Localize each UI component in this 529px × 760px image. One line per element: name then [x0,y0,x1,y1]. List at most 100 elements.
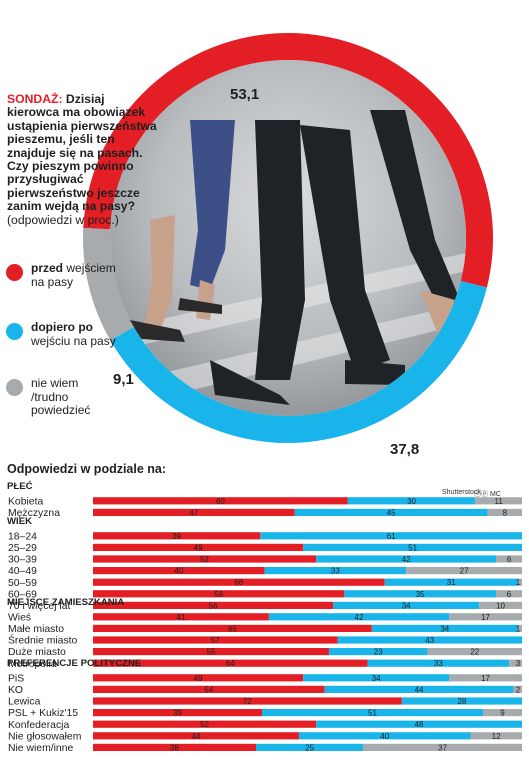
bar-value-label: 57 [211,636,220,645]
bar-row-label: 25–29 [8,543,37,554]
bar-value-label: 68 [234,578,243,587]
bar-segment-przed [93,555,317,563]
bar-value-label: 45 [387,508,396,517]
bar-segment-nie-wiem [427,648,522,656]
bar-segment-przed [93,590,345,598]
bar-value-label: 8 [503,508,508,517]
bar-segment-po [316,720,522,728]
bar-value-label: 1 [516,624,521,633]
bar-segment-po [303,674,450,682]
bar-segment-przed [93,685,325,693]
bar-row-label: Lewica [8,697,41,708]
bar-value-label: 43 [425,636,434,645]
bar-value-label: 51 [368,709,377,718]
bar-segment-po [262,709,483,717]
bar-value-label: 22 [470,648,479,657]
bar-segment-po [256,743,364,751]
copyright-mark: ⓒⓟ MC [474,491,501,498]
bar-group-header: PŁEĆ [7,480,33,492]
bar-segment-przed [93,732,299,740]
bar-value-label: 17 [481,613,490,622]
bar-segment-nie-wiem [475,497,522,505]
bar-segment-nie-wiem [517,578,522,586]
bar-row-label: Nie głosowałem [8,731,81,742]
bar-segment-po [347,497,476,505]
donut-slice-po [110,280,487,444]
bar-segment-nie-wiem [479,601,522,609]
bar-row-label: 70 i więcej lat [8,601,70,612]
bar-segment-po [328,648,428,656]
bar-segment-przed [93,648,329,656]
bar-segment-nie-wiem [513,685,522,693]
legend-item-nie-wiem: nie wiem /trudno powiedzieć [6,376,118,418]
bar-segment-po [294,508,488,516]
bar-value-label: 31 [447,578,456,587]
bar-segment-przed [93,674,304,682]
bar-segment-po [268,613,450,621]
bar-value-label: 48 [415,720,424,729]
bar-segment-przed [93,709,262,717]
bar-value-label: 42 [402,555,411,564]
bar-value-label: 33 [331,567,340,576]
legend-text: nie wiem /trudno powiedzieć [31,376,91,417]
legend-dot-blue-icon [6,323,23,340]
bar-segment-po [401,697,522,705]
bar-segment-nie-wiem [449,613,522,621]
bar-group-header: WIEK [7,516,32,527]
bar-group-header: MIEJSCE ZAMIESZKANIA [7,597,124,608]
bar-value-label: 49 [194,543,203,552]
bar-segment-po [298,732,471,740]
donut-slice-nie-wiem [83,227,134,341]
bar-value-label: 55 [207,648,216,657]
bar-value-label: 47 [189,508,198,517]
bar-value-label: 28 [457,697,466,706]
bar-segment-przed [93,543,304,551]
bar-value-label: 39 [173,709,182,718]
bar-value-label: 42 [355,613,364,622]
bar-value-label: 35 [416,590,425,599]
bar-row-label: Nie wiem/inne [8,743,73,754]
breakdown-title: Odpowiedzi w podziale na: [7,462,167,476]
bar-row-label: 18–24 [8,531,37,542]
bar-value-label: 40 [380,732,389,741]
bar-value-label: 2 [516,685,521,694]
bar-value-label: 34 [372,674,381,683]
bar-value-label: 33 [434,659,443,668]
bar-row-label: Małe miasto [8,624,64,635]
bar-value-label: 25 [305,743,314,752]
bar-segment-przed [93,659,368,667]
bar-value-label: 49 [194,674,203,683]
bar-value-label: 27 [460,567,469,576]
bar-row-label: Średnie miasto [8,634,78,647]
bar-segment-przed [93,697,402,705]
bar-segment-przed [93,636,338,644]
bar-value-label: 23 [374,648,383,657]
bar-value-label: 58 [214,590,223,599]
bar-value-label: 30 [407,497,416,506]
bar-segment-po [260,532,522,540]
survey-question: SONDAŻ: Dzisiaj kierowca ma obowiązek us… [7,92,157,227]
bar-value-label: 44 [415,685,424,694]
bar-segment-przed [93,743,257,751]
legend-bold: dopiero po [31,320,93,334]
bar-row-label: Mężczyzna [8,508,60,519]
bar-value-label: 37 [438,743,447,752]
bar-segment-przed [93,508,295,516]
bar-segment-nie-wiem [470,732,522,740]
bar-value-label: 60 [216,497,225,506]
bar-value-label: 34 [402,601,411,610]
bar-row-label: PiS [8,673,24,684]
bar-row-label: 50–59 [8,578,37,589]
bar-value-label: 6 [507,590,512,599]
bar-segment-przed [93,601,334,609]
bar-segment-po [337,636,522,644]
bar-value-label: 9 [500,709,505,718]
bar-segment-po [264,567,407,575]
bar-row-label: 40–49 [8,566,37,577]
survey-label: SONDAŻ: [7,92,63,106]
bar-value-label: 52 [200,720,209,729]
legend-dot-gray-icon [6,379,23,396]
bar-segment-nie-wiem [487,508,522,516]
bar-value-label: 72 [243,697,252,706]
legend-item-przed: przed wejściem na pasy [6,261,126,289]
